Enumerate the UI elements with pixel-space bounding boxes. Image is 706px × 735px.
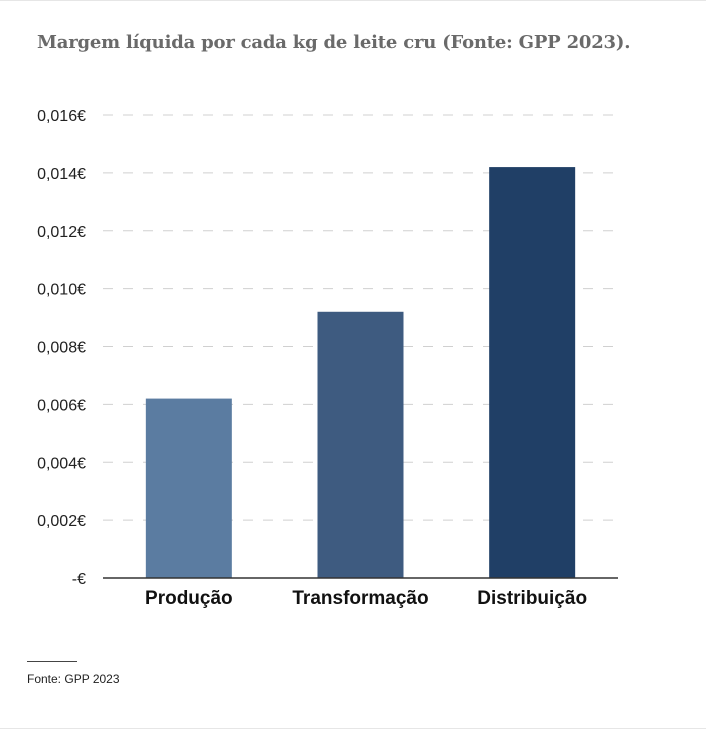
y-tick-label: 0,002€	[37, 513, 86, 530]
bar-2	[489, 167, 576, 578]
y-tick-label: 0,016€	[37, 108, 86, 125]
bottom-divider	[0, 728, 706, 729]
y-tick-label: 0,010€	[37, 282, 86, 299]
y-tick-label: 0,008€	[37, 340, 86, 357]
bar-layer	[145, 167, 576, 578]
bar-1	[317, 311, 404, 578]
category-label: Produção	[145, 588, 233, 609]
y-tick-label: -€	[72, 571, 86, 588]
y-tick-label: 0,004€	[37, 455, 86, 472]
y-tick-label: 0,006€	[37, 397, 86, 414]
footnote-divider	[27, 661, 77, 662]
bar-chart: -€ 0,002€ 0,004€ 0,006€ 0,008€ 0,010€ 0,012€ 0,…	[37, 108, 618, 609]
chart-title: Margem líquida por cada kg de leite cru …	[37, 32, 631, 53]
y-axis-ticks: -€ 0,002€ 0,004€ 0,006€ 0,008€ 0,010€ 0,012€ 0,…	[37, 108, 86, 588]
top-divider	[0, 0, 706, 1]
y-tick-label: 0,012€	[37, 224, 86, 241]
source-note: Fonte: GPP 2023	[27, 672, 120, 686]
category-label: Distribuição	[477, 588, 587, 609]
category-label: Transformação	[292, 588, 428, 609]
bar-0	[145, 398, 232, 578]
y-tick-label: 0,014€	[37, 166, 86, 183]
x-axis-categories: Produção Transformação Distribuição	[103, 577, 618, 609]
